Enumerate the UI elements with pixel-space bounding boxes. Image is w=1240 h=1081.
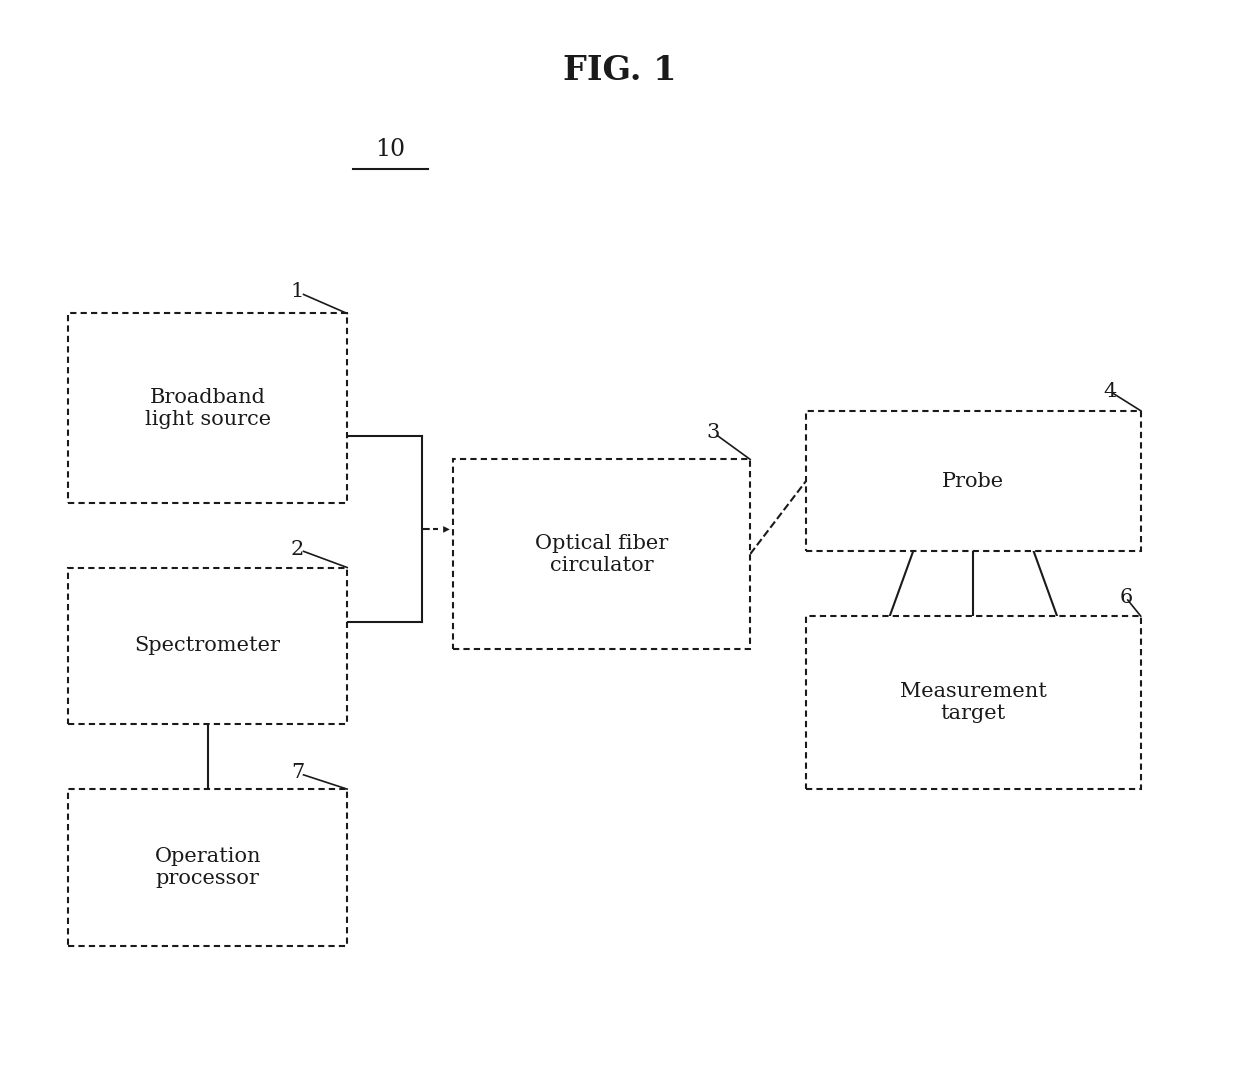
Text: 7: 7 bbox=[291, 763, 304, 783]
Text: Spectrometer: Spectrometer bbox=[135, 637, 280, 655]
Text: 3: 3 bbox=[707, 423, 719, 442]
Bar bbox=[68, 789, 347, 946]
Text: Operation
processor: Operation processor bbox=[155, 848, 260, 888]
Bar bbox=[68, 568, 347, 724]
Bar bbox=[806, 411, 1141, 551]
Bar bbox=[806, 616, 1141, 789]
Text: 2: 2 bbox=[291, 539, 304, 559]
Text: 10: 10 bbox=[376, 137, 405, 161]
Bar bbox=[68, 313, 347, 503]
Text: Optical fiber
circulator: Optical fiber circulator bbox=[534, 534, 668, 574]
Text: 1: 1 bbox=[291, 282, 304, 302]
Text: FIG. 1: FIG. 1 bbox=[563, 54, 677, 86]
Bar bbox=[453, 459, 750, 649]
Text: Broadband
light source: Broadband light source bbox=[145, 388, 270, 428]
Text: Probe: Probe bbox=[942, 471, 1004, 491]
Text: Measurement
target: Measurement target bbox=[900, 682, 1047, 723]
Text: 6: 6 bbox=[1120, 588, 1132, 608]
Text: 4: 4 bbox=[1104, 382, 1116, 401]
